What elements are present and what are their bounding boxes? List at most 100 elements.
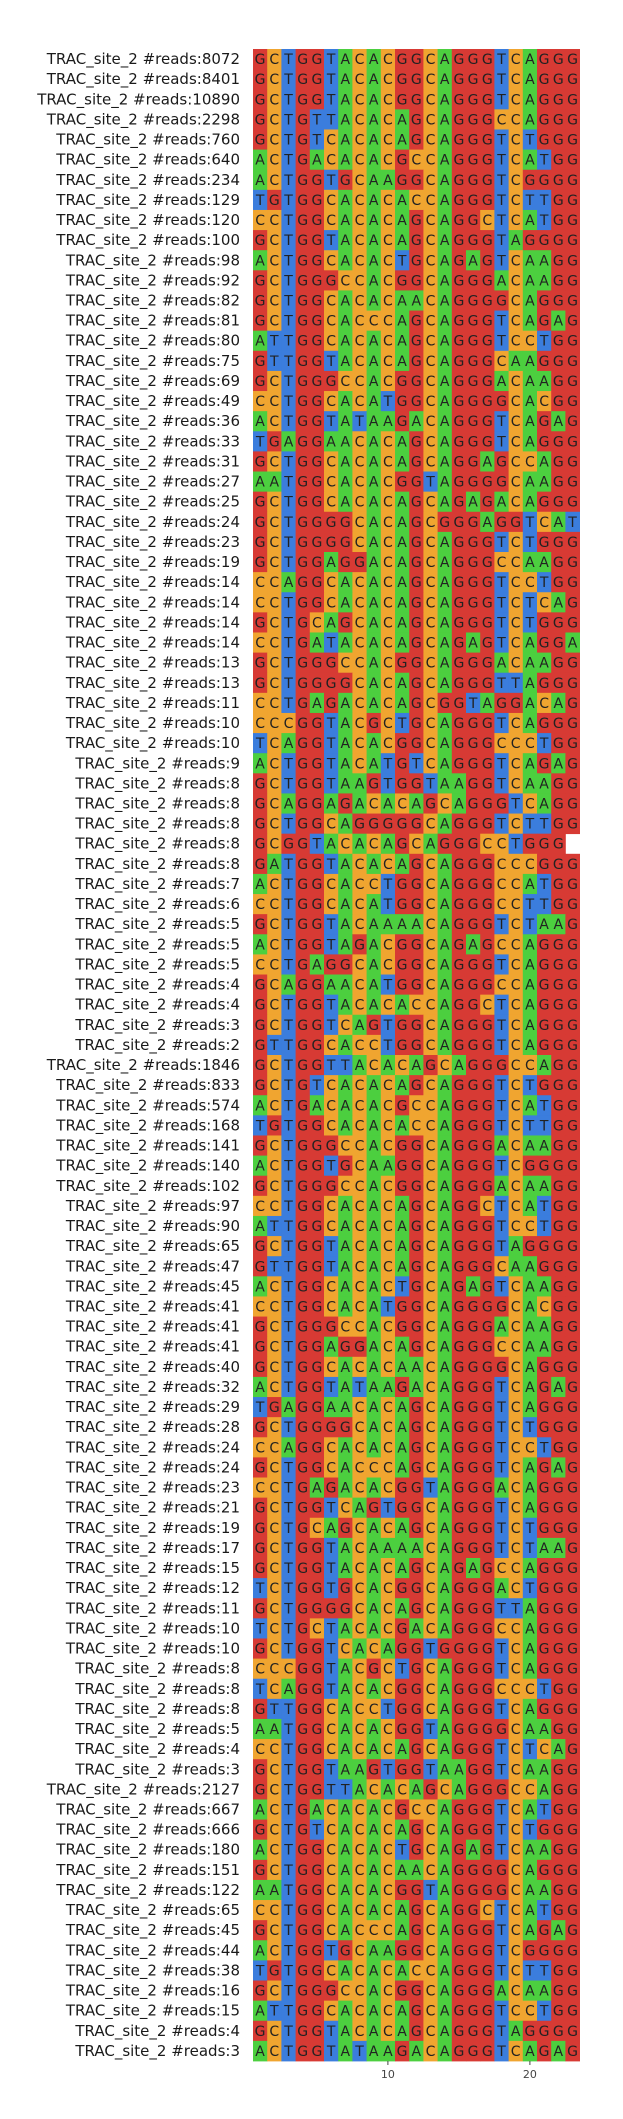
base-cell — [324, 310, 339, 332]
row-label: TRAC_site_2 #reads:14 — [65, 613, 240, 632]
base-letter: G — [255, 1541, 266, 1557]
base-letter: G — [397, 52, 408, 68]
base-cell — [395, 189, 410, 211]
base-letter: A — [341, 1722, 351, 1738]
base-letter: C — [340, 1139, 350, 1155]
base-cell — [494, 189, 509, 211]
row-label: TRAC_site_2 #reads:102 — [55, 1177, 240, 1196]
base-letter: T — [539, 153, 549, 169]
base-letter: C — [326, 1963, 336, 1979]
base-letter: G — [397, 1702, 408, 1718]
base-letter: A — [412, 917, 422, 933]
base-letter: G — [453, 1420, 464, 1436]
base-letter: C — [511, 1078, 521, 1094]
base-letter: T — [525, 817, 535, 833]
base-letter: C — [426, 998, 436, 1014]
base-cell — [522, 411, 538, 432]
base-cell — [480, 109, 495, 130]
base-letter: T — [496, 1963, 506, 1979]
base-letter: C — [383, 615, 393, 631]
base-letter: G — [553, 716, 564, 732]
base-letter: C — [383, 1823, 393, 1839]
base-letter: C — [355, 1199, 365, 1215]
base-letter: T — [283, 1139, 293, 1155]
base-letter: C — [411, 998, 421, 1014]
base-cell — [551, 411, 566, 432]
base-letter: A — [454, 1762, 464, 1778]
base-cell — [324, 391, 339, 412]
base-letter: G — [468, 1380, 479, 1396]
base-letter: C — [269, 173, 279, 189]
base-letter: C — [511, 1883, 521, 1899]
base-cell — [338, 451, 353, 472]
base-letter: A — [440, 1239, 450, 1255]
base-letter: G — [468, 555, 479, 571]
base-letter: G — [255, 1642, 266, 1658]
base-letter: G — [453, 454, 464, 470]
base-letter: G — [297, 555, 308, 571]
base-letter: G — [496, 1058, 507, 1074]
base-letter: T — [326, 1380, 336, 1396]
base-letter: G — [255, 354, 266, 370]
base-letter: C — [326, 817, 336, 833]
base-letter: G — [255, 676, 266, 692]
base-letter: C — [383, 1601, 393, 1617]
base-letter: A — [525, 1621, 535, 1637]
base-letter: A — [383, 2044, 393, 2060]
base-letter: G — [411, 978, 422, 994]
base-letter: G — [539, 1662, 550, 1678]
base-letter: T — [510, 837, 520, 853]
base-cell — [281, 431, 296, 452]
base-letter: A — [341, 1481, 351, 1497]
base-letter: G — [411, 1943, 422, 1959]
base-letter: G — [311, 897, 322, 913]
base-letter: A — [525, 555, 535, 571]
base-letter: C — [269, 294, 279, 310]
base-letter: C — [426, 1400, 436, 1416]
base-letter: A — [397, 1118, 407, 1134]
base-letter: A — [284, 1682, 294, 1698]
base-letter: T — [283, 1642, 293, 1658]
base-letter: A — [440, 294, 450, 310]
base-letter: T — [283, 555, 293, 571]
base-cell — [253, 169, 268, 191]
base-cell — [324, 290, 339, 311]
base-letter: G — [482, 656, 493, 672]
base-cell — [480, 209, 495, 231]
base-letter: G — [397, 414, 408, 430]
base-letter: G — [539, 414, 550, 430]
base-cell — [281, 49, 296, 70]
base-letter: G — [326, 957, 337, 973]
base-letter: G — [453, 615, 464, 631]
base-letter: A — [284, 575, 294, 591]
base-letter: T — [496, 153, 506, 169]
base-cell — [352, 129, 367, 150]
base-letter: G — [567, 1782, 578, 1798]
base-cell — [409, 89, 424, 110]
base-letter: C — [539, 595, 549, 611]
base-letter: C — [269, 273, 279, 289]
base-letter: G — [496, 475, 507, 491]
base-letter: T — [525, 193, 535, 209]
base-letter: C — [269, 1098, 279, 1114]
base-letter: G — [311, 736, 322, 752]
base-letter: G — [311, 1843, 322, 1859]
row-label: TRAC_site_2 #reads:2127 — [46, 1780, 240, 1799]
base-letter: G — [482, 1682, 493, 1698]
base-letter: T — [539, 1219, 549, 1235]
base-letter: G — [255, 1521, 266, 1537]
base-letter: G — [411, 374, 422, 390]
base-cell — [352, 310, 367, 332]
base-letter: C — [355, 736, 365, 752]
base-cell — [253, 89, 268, 110]
base-cell — [409, 49, 424, 70]
base-letter: C — [511, 1642, 521, 1658]
row-label: TRAC_site_2 #reads:36 — [65, 412, 240, 431]
base-cell — [253, 310, 268, 332]
base-letter: A — [554, 756, 564, 772]
base-letter: G — [411, 314, 422, 330]
base-cell — [295, 169, 311, 191]
base-letter: T — [539, 1803, 549, 1819]
base-cell — [395, 89, 410, 110]
row-label: TRAC_site_2 #reads:80 — [65, 332, 240, 351]
